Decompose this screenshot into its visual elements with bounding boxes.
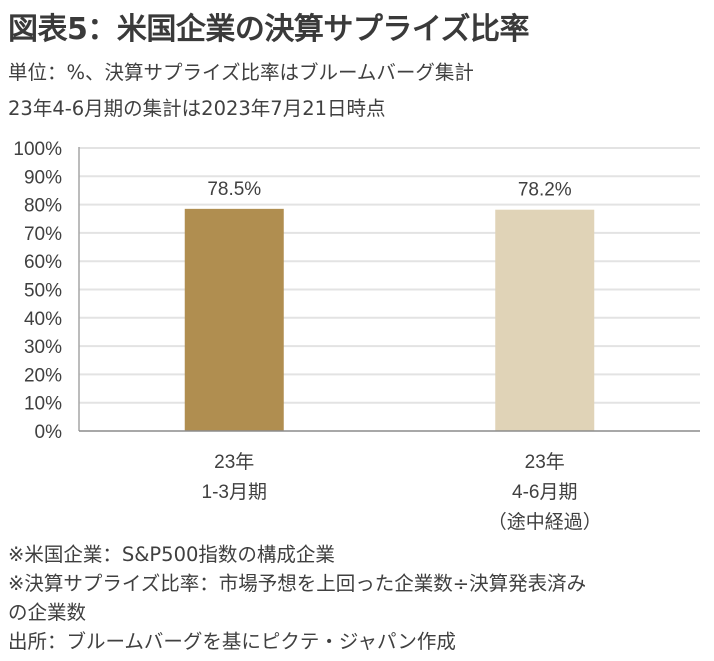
footnote-source: 出所：ブルームバーグを基にピクテ・ジャパン作成 — [8, 630, 456, 653]
y-tick-label: 100% — [13, 139, 62, 160]
y-tick-label: 80% — [24, 196, 62, 217]
y-tick-label: 20% — [24, 365, 62, 386]
y-tick-label: 60% — [24, 252, 62, 273]
bar — [184, 208, 284, 431]
footnote-2: ※決算サプライズ比率：市場予想を上回った企業数÷決算発表済み — [8, 572, 587, 595]
x-tick-label: 4-6月期 — [512, 481, 577, 503]
y-tick-label: 90% — [24, 167, 62, 188]
data-label: 78.2% — [518, 180, 572, 201]
y-tick-label: 0% — [35, 422, 63, 443]
x-tick-label: （途中経過） — [488, 511, 602, 533]
chart-subtitle-unit: 単位：%、決算サプライズ比率はブルームバーグ集計 — [8, 61, 474, 84]
y-tick-label: 10% — [24, 394, 62, 415]
y-tick-label: 50% — [24, 281, 62, 302]
footnote-1: ※米国企業：S&P500指数の構成企業 — [8, 543, 335, 566]
footnote-3: の企業数 — [8, 601, 87, 624]
y-tick-label: 40% — [24, 309, 62, 330]
y-tick-label: 30% — [24, 337, 62, 358]
y-tick-label: 70% — [24, 224, 62, 245]
bar — [495, 209, 595, 431]
x-tick-label: 1-3月期 — [202, 481, 267, 503]
x-tick-label: 23年 — [525, 451, 565, 473]
x-tick-label: 23年 — [214, 451, 254, 473]
chart-subtitle-date: 23年4-6月期の集計は2023年7月21日時点 — [8, 97, 386, 120]
data-label: 78.5% — [207, 179, 261, 200]
chart-title: 図表5：米国企業の決算サプライズ比率 — [8, 12, 529, 47]
